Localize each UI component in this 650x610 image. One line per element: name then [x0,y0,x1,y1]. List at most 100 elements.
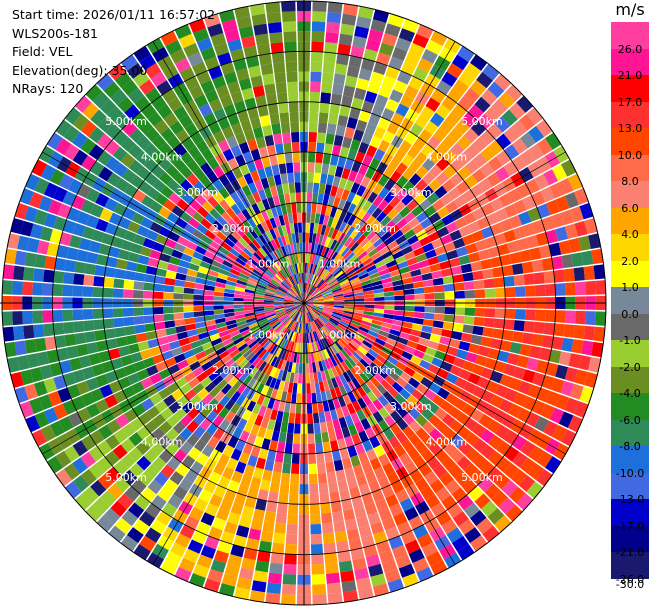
velocity-gate [382,130,395,144]
velocity-gate [395,405,408,418]
velocity-gate [373,372,385,384]
colorbar-tick-label: 0.0 [621,307,639,321]
velocity-gate [145,265,158,276]
velocity-gate [280,315,289,323]
velocity-gate [508,377,523,392]
velocity-gate [313,341,319,352]
velocity-gate [220,530,235,545]
velocity-gate [304,323,307,334]
velocity-gate [433,127,448,142]
velocity-gate [103,507,121,525]
velocity-gate [274,323,284,333]
velocity-gate [497,243,510,256]
velocity-gate [170,542,187,558]
velocity-gate [195,277,207,285]
velocity-gate [342,333,352,343]
velocity-gate [512,226,526,240]
velocity-gate [452,511,469,527]
velocity-gate [430,30,448,47]
range-ring-label: 1.00km [319,257,361,270]
velocity-gate [106,419,122,434]
range-ring-label: 3.00km [390,186,432,199]
velocity-gate [173,242,186,253]
velocity-gate [583,265,595,281]
velocity-gate [264,510,276,523]
velocity-gate [7,356,20,373]
velocity-gate [408,433,422,447]
velocity-gate [428,231,441,242]
velocity-gate [76,380,90,395]
velocity-gate [298,332,302,344]
velocity-gate [204,346,216,356]
velocity-gate [159,343,172,354]
colorbar-tick-label: -10.0 [615,466,645,480]
velocity-gate [183,287,195,295]
velocity-gate [25,415,41,433]
velocity-gate [280,421,288,433]
velocity-gate [311,263,316,275]
velocity-gate [278,163,287,175]
velocity-gate [213,296,224,301]
velocity-gate [151,134,167,150]
velocity-gate [184,317,196,325]
velocity-gate [399,206,411,218]
velocity-gate [66,247,79,261]
velocity-gate [569,206,584,223]
velocity-gate [440,193,454,206]
velocity-gate [413,349,425,360]
velocity-gate [451,535,469,552]
velocity-gate [353,292,364,297]
velocity-gate [164,320,176,329]
velocity-gate [371,387,383,399]
velocity-gate [316,279,324,288]
velocity-gate [141,487,157,503]
velocity-gate [449,448,465,464]
velocity-gate [174,279,186,287]
velocity-gate [264,307,275,311]
velocity-gate [323,247,330,258]
velocity-gate [180,414,193,427]
velocity-gate [365,38,381,52]
velocity-gate [296,303,304,310]
velocity-gate [543,420,559,437]
azimuth-spoke [152,302,305,565]
velocity-gate [267,316,278,323]
velocity-gate [90,388,104,403]
velocity-gate [341,286,353,292]
velocity-gate [135,332,148,343]
velocity-gate [270,388,279,400]
velocity-gate [274,522,287,534]
velocity-gate [318,112,329,124]
velocity-gate [314,265,320,276]
nrays: NRays: 120 [12,81,84,97]
velocity-gate [498,398,513,413]
velocity-gate [527,384,542,399]
velocity-gate [227,511,241,525]
velocity-gate [461,478,477,494]
velocity-gate [306,192,313,203]
velocity-gate [281,584,296,595]
velocity-gate [133,544,151,561]
velocity-gate [447,87,463,103]
velocity-gate [373,61,388,76]
velocity-gate [194,439,207,453]
velocity-gate [262,73,275,86]
velocity-gate [258,405,267,417]
velocity-gate [387,264,399,273]
velocity-gate [333,305,345,309]
velocity-gate [458,519,476,535]
velocity-gate [422,171,436,185]
velocity-gate [222,126,235,140]
velocity-gate [484,236,497,249]
velocity-gate [360,279,372,286]
velocity-gate [231,264,242,273]
velocity-gate [356,208,367,220]
velocity-gate [208,224,220,236]
velocity-gate [63,321,75,334]
velocity-gate [64,481,82,499]
velocity-gate [275,248,283,259]
velocity-gate [320,246,327,257]
velocity-gate [343,508,356,521]
velocity-gate [287,172,295,184]
velocity-gate [81,392,95,407]
